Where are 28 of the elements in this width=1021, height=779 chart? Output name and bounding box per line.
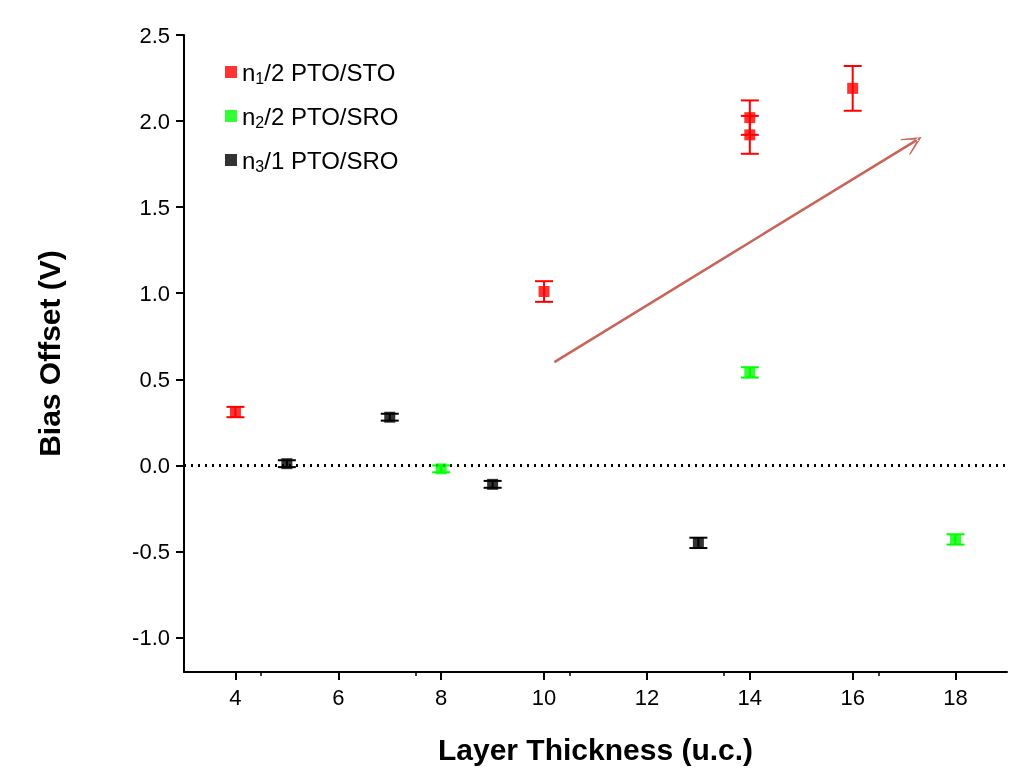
x-tick-label: 10 xyxy=(531,684,557,710)
x-tick-label: 6 xyxy=(332,684,345,710)
y-tick-label: 0.5 xyxy=(139,366,170,392)
x-axis-title: Layer Thickness (u.c.) xyxy=(437,732,754,766)
point xyxy=(692,537,704,549)
point xyxy=(487,478,499,490)
y-tick-label: -0.5 xyxy=(132,538,170,564)
point xyxy=(744,112,756,124)
x-tick-label: 16 xyxy=(840,684,865,710)
y-tick-label: 1.5 xyxy=(139,194,170,220)
x-tick-label: 8 xyxy=(435,684,448,710)
y-tick-label: -1.0 xyxy=(132,625,170,651)
point xyxy=(229,406,241,418)
y-tick-label: 2.0 xyxy=(139,108,170,134)
point xyxy=(435,463,447,475)
point xyxy=(847,82,859,94)
y-tick-label: 0.0 xyxy=(139,452,170,478)
y-axis-title: Bias Offset (V) xyxy=(32,250,66,457)
point xyxy=(744,129,756,141)
x-tick-label: 4 xyxy=(229,684,242,710)
x-tick-label: 18 xyxy=(943,684,968,710)
point xyxy=(281,458,293,470)
y-tick-label: 1.0 xyxy=(139,280,170,306)
x-tick-label: 14 xyxy=(737,684,763,710)
point xyxy=(538,286,550,298)
point xyxy=(384,411,396,423)
y-tick-label: 2.5 xyxy=(139,22,170,48)
x-tick-label: 12 xyxy=(634,684,660,710)
